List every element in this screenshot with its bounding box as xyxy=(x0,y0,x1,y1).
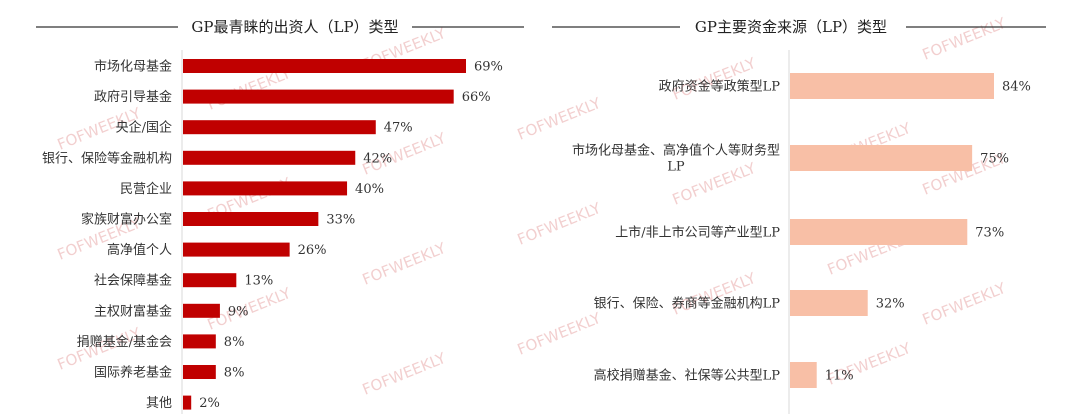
right-category-label: 银行、保险、券商等金融机构LP xyxy=(594,296,781,312)
right-bar xyxy=(790,73,994,99)
watermark-text: FOFWEEKLY xyxy=(920,279,1009,329)
right-value-label: 32% xyxy=(876,297,905,312)
left-bar-chart: GP最青睐的出资人（LP）类型 市场化母基金 69% 政府引导基金 66% 央企/国企 4… xyxy=(36,18,524,414)
left-category-label: 央企/国企 xyxy=(116,120,172,136)
left-bar xyxy=(183,59,466,73)
right-category-label: 上市/非上市公司等产业型LP xyxy=(615,225,780,241)
left-value-label: 66% xyxy=(462,90,491,105)
left-value-label: 40% xyxy=(355,182,384,197)
left-bar xyxy=(183,181,348,196)
watermark-text: FOFWEEKLY xyxy=(515,309,604,359)
left-category-label: 家族财富办公室 xyxy=(81,212,172,228)
left-value-label: 26% xyxy=(298,243,327,258)
left-category-label: 其他 xyxy=(146,396,172,411)
left-category-label: 政府引导基金 xyxy=(94,89,172,105)
right-chart-title: GP主要资金来源（LP）类型 xyxy=(695,18,887,36)
right-value-label: 73% xyxy=(975,226,1004,241)
left-category-label: 高净值个人 xyxy=(107,242,172,258)
left-value-label: 2% xyxy=(199,396,220,411)
left-bar xyxy=(183,395,192,410)
left-value-label: 69% xyxy=(474,60,503,75)
right-value-label: 75% xyxy=(980,152,1009,167)
right-bar xyxy=(790,290,868,316)
left-category-label: 市场化母基金 xyxy=(94,59,172,75)
right-bar xyxy=(790,219,968,245)
left-value-label: 47% xyxy=(384,121,413,136)
right-category-label: 政府资金等政策型LP xyxy=(659,79,781,95)
right-bar-chart: GP主要资金来源（LP）类型 政府资金等政策型LP 84% 市场化母基金、高净值个人… xyxy=(552,18,1046,414)
left-category-label: 银行、保险等金融机构 xyxy=(42,150,172,166)
left-value-label: 13% xyxy=(244,274,273,289)
left-value-label: 9% xyxy=(228,304,249,319)
right-category-label: LP xyxy=(667,160,685,175)
left-chart-title: GP最青睐的出资人（LP）类型 xyxy=(191,18,398,36)
left-category-label: 国际养老基金 xyxy=(94,365,172,381)
watermark-text: FOFWEEKLY xyxy=(360,239,449,289)
right-value-label: 84% xyxy=(1002,80,1031,95)
watermark-text: FOFWEEKLY xyxy=(920,14,1009,64)
right-category-label: 市场化母基金、高净值个人等财务型 xyxy=(572,143,780,159)
right-category-label: 高校捐赠基金、社保等公共型LP xyxy=(594,368,781,384)
left-bar xyxy=(183,365,216,379)
left-category-label: 捐赠基金/基金会 xyxy=(77,334,172,350)
left-bar xyxy=(183,212,319,226)
left-bar xyxy=(183,89,454,104)
watermark-text: FOFWEEKLY xyxy=(515,199,604,249)
left-value-label: 42% xyxy=(363,151,392,166)
left-value-label: 33% xyxy=(326,213,355,228)
left-category-label: 社会保障基金 xyxy=(94,273,172,289)
left-bar xyxy=(183,242,290,257)
right-bar xyxy=(790,145,973,171)
left-bar xyxy=(183,273,237,288)
right-bar xyxy=(790,362,817,388)
left-category-label: 主权财富基金 xyxy=(94,303,172,319)
left-value-label: 8% xyxy=(224,335,245,350)
left-bar xyxy=(183,303,220,318)
right-value-label: 11% xyxy=(825,369,854,384)
left-value-label: 8% xyxy=(224,366,245,381)
left-bar xyxy=(183,150,356,165)
left-category-label: 民营企业 xyxy=(120,181,172,197)
watermark-text: FOFWEEKLY xyxy=(360,349,449,399)
left-bar xyxy=(183,334,216,349)
watermark-text: FOFWEEKLY xyxy=(515,94,604,144)
left-bar xyxy=(183,120,376,135)
